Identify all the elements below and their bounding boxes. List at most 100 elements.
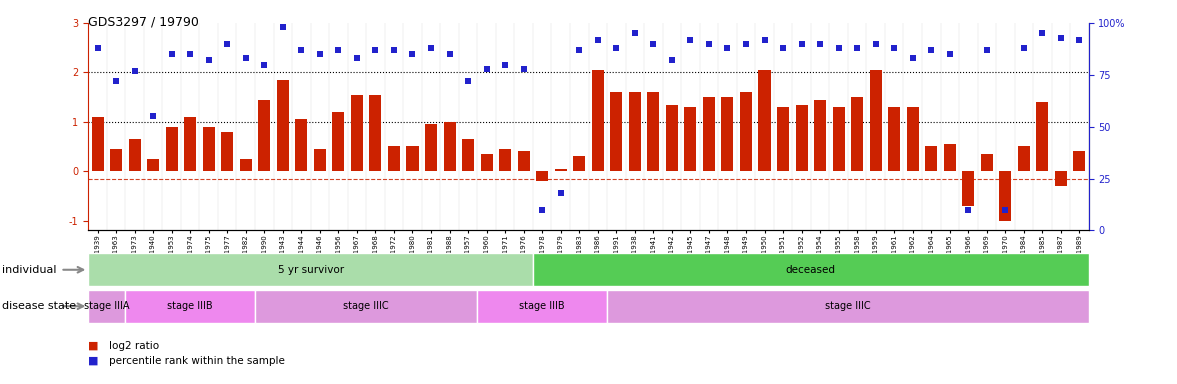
Point xyxy=(88,45,107,51)
Point xyxy=(366,47,385,53)
Point xyxy=(996,207,1015,213)
Bar xyxy=(88,290,125,323)
Bar xyxy=(647,92,659,171)
Text: log2 ratio: log2 ratio xyxy=(109,341,160,351)
Point xyxy=(830,45,849,51)
Text: GDS3297 / 19790: GDS3297 / 19790 xyxy=(88,15,199,28)
Text: percentile rank within the sample: percentile rank within the sample xyxy=(109,356,285,366)
Point xyxy=(551,190,570,196)
Bar xyxy=(722,97,733,171)
Point xyxy=(977,47,996,53)
Bar xyxy=(388,146,400,171)
Bar xyxy=(999,171,1011,220)
Point xyxy=(496,61,514,68)
Text: stage IIIA: stage IIIA xyxy=(84,301,129,311)
Bar xyxy=(980,154,993,171)
Point xyxy=(699,41,718,47)
Bar xyxy=(533,253,1089,286)
Bar xyxy=(166,127,178,171)
Bar xyxy=(906,107,919,171)
Point xyxy=(1033,30,1052,36)
Bar xyxy=(88,253,533,286)
Text: individual: individual xyxy=(2,265,56,275)
Point xyxy=(681,36,700,43)
Bar xyxy=(684,107,697,171)
Bar xyxy=(255,290,478,323)
Bar xyxy=(832,107,845,171)
Text: 5 yr survivor: 5 yr survivor xyxy=(278,265,344,275)
Bar xyxy=(478,290,607,323)
Bar xyxy=(851,97,863,171)
Point xyxy=(199,57,218,63)
Point xyxy=(533,207,552,213)
Point xyxy=(218,41,237,47)
Point xyxy=(847,45,866,51)
Bar xyxy=(777,107,789,171)
Bar xyxy=(607,290,1089,323)
Point xyxy=(1051,35,1070,41)
Point xyxy=(347,55,366,61)
Bar xyxy=(277,80,288,171)
Bar xyxy=(295,119,307,171)
Point xyxy=(162,51,181,57)
Bar xyxy=(444,122,455,171)
Bar xyxy=(925,146,937,171)
Bar xyxy=(125,290,255,323)
Point xyxy=(773,45,792,51)
Bar xyxy=(1055,171,1068,186)
Point xyxy=(292,47,311,53)
Bar xyxy=(109,149,122,171)
Point xyxy=(125,68,144,74)
Point xyxy=(625,30,644,36)
Point xyxy=(459,78,478,84)
Point xyxy=(255,61,274,68)
Point xyxy=(311,51,330,57)
Point xyxy=(570,47,588,53)
Point xyxy=(922,47,940,53)
Bar xyxy=(889,107,900,171)
Text: stage IIIB: stage IIIB xyxy=(519,301,565,311)
Point xyxy=(385,47,404,53)
Text: stage IIIB: stage IIIB xyxy=(167,301,213,311)
Bar xyxy=(258,99,271,171)
Bar xyxy=(425,124,437,171)
Point xyxy=(663,57,681,63)
Bar xyxy=(463,139,474,171)
Text: disease state: disease state xyxy=(2,301,77,311)
Bar xyxy=(703,97,714,171)
Point xyxy=(940,51,959,57)
Text: stage IIIC: stage IIIC xyxy=(344,301,388,311)
Bar xyxy=(796,104,807,171)
Bar xyxy=(370,94,381,171)
Bar xyxy=(740,92,752,171)
Point xyxy=(737,41,756,47)
Point xyxy=(792,41,811,47)
Point xyxy=(1015,45,1033,51)
Bar xyxy=(554,169,567,171)
Bar xyxy=(666,104,678,171)
Bar xyxy=(870,70,882,171)
Bar xyxy=(1073,151,1085,171)
Bar xyxy=(629,92,640,171)
Bar xyxy=(147,159,159,171)
Bar xyxy=(963,171,975,206)
Point xyxy=(421,45,440,51)
Point xyxy=(588,36,607,43)
Point xyxy=(330,47,348,53)
Bar xyxy=(1018,146,1030,171)
Bar xyxy=(406,146,419,171)
Bar xyxy=(537,171,548,181)
Bar xyxy=(573,156,585,171)
Bar xyxy=(480,154,493,171)
Point xyxy=(477,66,496,72)
Text: ■: ■ xyxy=(88,356,99,366)
Point xyxy=(1070,36,1089,43)
Point xyxy=(903,55,922,61)
Bar xyxy=(592,70,604,171)
Bar xyxy=(128,139,140,171)
Point xyxy=(959,207,978,213)
Text: ■: ■ xyxy=(88,341,99,351)
Bar xyxy=(758,70,771,171)
Point xyxy=(718,45,737,51)
Point xyxy=(885,45,904,51)
